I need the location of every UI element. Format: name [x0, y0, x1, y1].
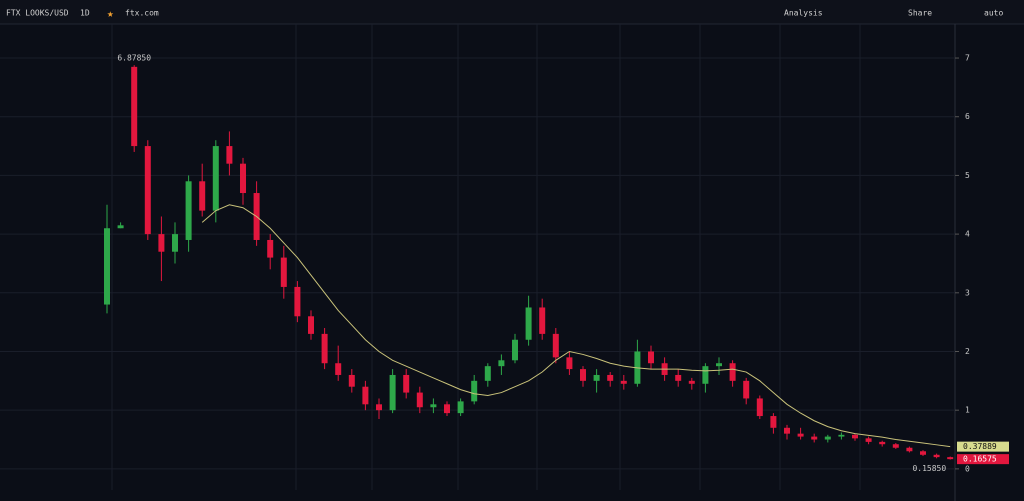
toolbar-bg: [0, 0, 1024, 24]
candle-body: [267, 239, 274, 258]
candle-body: [212, 146, 219, 211]
candle-body: [620, 380, 627, 384]
y-tick-label: 1: [965, 406, 970, 415]
candle-body: [117, 225, 124, 229]
candle-body: [362, 386, 369, 405]
price-tag-label: 0.37889: [963, 442, 997, 451]
candle-body: [294, 286, 301, 317]
scale-button[interactable]: auto: [984, 9, 1003, 18]
candle-body: [172, 234, 178, 252]
candle-body: [756, 398, 763, 417]
v-grid: [111, 24, 861, 490]
candle-body: [729, 363, 736, 381]
candle-body: [335, 363, 342, 375]
candle-body: [471, 380, 478, 402]
candle-body: [348, 374, 355, 387]
extreme-label: 0.15850: [912, 464, 946, 473]
candle-body: [920, 451, 926, 455]
exchange[interactable]: ftx.com: [125, 9, 159, 18]
candle-body: [444, 404, 450, 414]
candle-body: [947, 457, 954, 460]
symbol[interactable]: FTX LOOKS/USD: [6, 9, 69, 18]
candle-body: [498, 360, 505, 367]
candle-body: [280, 257, 287, 287]
candle-body: [389, 374, 396, 411]
candle-body: [784, 427, 790, 434]
y-tick-label: 7: [965, 54, 970, 63]
candle-body: [743, 380, 750, 399]
candle-body: [933, 454, 940, 458]
candle-body: [416, 392, 423, 408]
candle-body: [824, 436, 831, 440]
candle-body: [879, 441, 886, 445]
candle-body: [131, 66, 138, 147]
candle-body: [716, 363, 722, 367]
candle-body: [539, 307, 546, 334]
candle-body: [104, 228, 110, 305]
y-tick-label: 6: [965, 112, 970, 121]
candle-body: [852, 434, 858, 439]
candle-body: [185, 181, 192, 240]
interval[interactable]: 1D: [80, 9, 90, 18]
candle-body: [226, 146, 233, 164]
candle-body: [376, 404, 382, 411]
candle-body: [403, 374, 410, 393]
candle-body: [865, 438, 872, 442]
candle-body: [892, 444, 899, 448]
candle-body: [688, 380, 695, 384]
candle-body: [702, 366, 709, 384]
candle-body: [770, 416, 777, 428]
candle-body: [484, 366, 491, 381]
analysis-button[interactable]: Analysis: [784, 9, 823, 18]
y-tick-label: 0: [965, 464, 970, 473]
toolbar: FTX LOOKS/USD 1D ★ ftx.com Analysis Shar…: [0, 0, 1024, 25]
candle-body: [552, 333, 559, 358]
candle-body: [430, 404, 437, 408]
candle-body: [199, 181, 206, 211]
candle-body: [525, 307, 532, 340]
share-button[interactable]: Share: [908, 9, 932, 18]
candle-body: [457, 401, 464, 414]
candle-body: [811, 436, 818, 440]
price-tag: [957, 441, 1009, 452]
y-tick-label: 2: [965, 347, 970, 356]
candle-body: [906, 447, 913, 452]
favorite-star[interactable]: ★: [107, 7, 114, 20]
y-tick-label: 3: [965, 288, 970, 297]
price-tag-label: 0.16575: [963, 455, 997, 464]
moving-average: [201, 204, 951, 448]
candle-body: [607, 374, 614, 381]
candle-body: [675, 374, 682, 381]
candle-body: [797, 433, 804, 437]
candle-body: [648, 351, 654, 364]
candle-body: [158, 234, 165, 252]
candle-body: [308, 316, 314, 334]
candle-body: [838, 434, 845, 437]
candle-body: [566, 357, 573, 370]
extreme-label: 6.87850: [117, 54, 151, 63]
candle-body: [593, 374, 600, 381]
candle-body: [580, 369, 586, 381]
y-tick-label: 4: [965, 230, 970, 239]
candle-body: [144, 146, 151, 235]
candle-body: [240, 163, 246, 194]
y-tick-label: 5: [965, 171, 970, 180]
candle-body: [321, 333, 328, 364]
price-tag: [957, 454, 1009, 465]
candle-body: [512, 339, 518, 361]
